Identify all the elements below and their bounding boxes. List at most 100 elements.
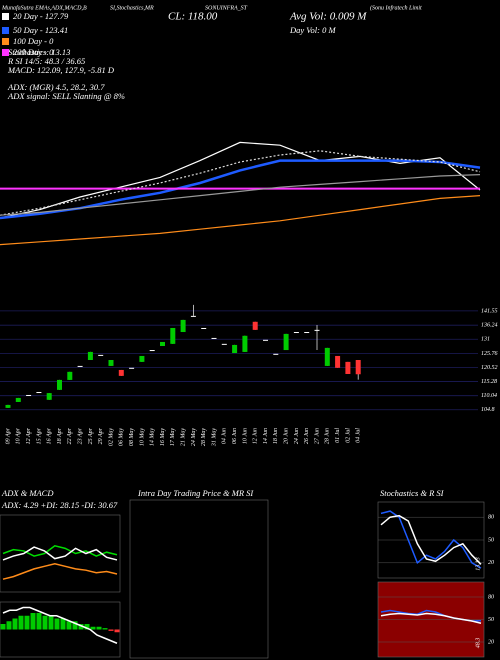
candle-body xyxy=(46,393,52,400)
x-tick-label: 21 May xyxy=(180,428,186,446)
x-tick-label: 04 Jun xyxy=(221,428,228,444)
x-tick-label: 16 Apr xyxy=(47,427,53,444)
x-tick-label: 24 Jun xyxy=(293,428,300,444)
candle-body xyxy=(98,354,104,356)
macd-bar xyxy=(18,615,24,630)
candle-body xyxy=(314,329,320,331)
candle-body xyxy=(273,353,279,355)
candle-body xyxy=(67,371,73,380)
candle-body xyxy=(180,319,186,333)
y-tick-label: 141.55 xyxy=(481,307,498,314)
y-tick-label: 80 xyxy=(488,594,494,600)
panel-title: ADX & MACD xyxy=(1,488,54,498)
y-tick-label: 50 xyxy=(488,617,494,623)
y-tick-label: 20 xyxy=(488,639,494,645)
candle-body xyxy=(160,341,165,347)
candle-body xyxy=(232,344,238,354)
ma-line xyxy=(0,174,481,216)
value-label: 48.3 xyxy=(474,638,481,649)
indicator-line xyxy=(2,562,118,580)
candle-body xyxy=(283,333,289,351)
x-tick-label: 16 May xyxy=(160,428,166,446)
candle-body xyxy=(355,360,361,375)
x-tick-label: 09 Apr xyxy=(5,427,11,444)
x-tick-label: 29 Apr xyxy=(98,427,104,444)
x-tick-label: 12 Apr xyxy=(26,427,32,444)
candle-body xyxy=(252,321,258,330)
macd-bar xyxy=(42,615,48,630)
x-tick-label: 23 Apr xyxy=(77,427,83,444)
candle-body xyxy=(335,355,341,368)
charts: Stochastics: 13.13R SI 14/5: 48.3 / 36.6… xyxy=(0,11,498,659)
legend-entry: 100 Day - 0 xyxy=(13,36,54,46)
legend-entry: 50 Day - 123.41 xyxy=(13,25,68,35)
x-tick-label: 06 Jun xyxy=(232,428,238,444)
x-tick-label: 17 May xyxy=(170,428,176,446)
candle-body xyxy=(324,347,330,366)
candle-body xyxy=(263,339,268,341)
candle-body xyxy=(36,392,42,394)
candle-body xyxy=(293,332,299,334)
y-tick-label: 120.52 xyxy=(481,365,498,371)
candle-body xyxy=(108,360,114,366)
info-line: ADX: (MGR) 4.5, 28.2, 30.7 xyxy=(7,82,105,92)
y-tick-label: 115.28 xyxy=(481,379,497,385)
candle-body xyxy=(57,379,62,390)
ma-line xyxy=(0,150,481,216)
x-tick-label: 31 May xyxy=(211,428,217,447)
info-line: Stochastics: 13.13 xyxy=(8,47,70,57)
y-tick-label: 50 xyxy=(488,537,494,543)
x-tick-label: 01 Jul xyxy=(335,428,341,443)
x-tick-label: 02 May xyxy=(108,428,114,446)
macd-bar xyxy=(6,621,12,630)
y-tick-label: 80 xyxy=(488,515,494,521)
info-line: R SI 14/5: 48.3 / 36.65 xyxy=(7,56,85,66)
avg-vol: Avg Vol: 0.009 M xyxy=(289,11,367,23)
x-tick-label: 10 Jun xyxy=(242,428,248,444)
ma-line xyxy=(0,141,481,219)
legend-entry: 20 Day - 127.79 xyxy=(13,11,69,21)
candle-body xyxy=(129,367,135,369)
candle-body xyxy=(201,327,207,329)
x-tick-label: 18 Apr xyxy=(57,427,63,444)
value-label: 13.13 xyxy=(475,557,481,571)
x-tick-label: 27 Jun xyxy=(314,428,320,444)
y-tick-label: 104.8 xyxy=(481,406,495,413)
macd-bar xyxy=(36,613,42,630)
indicator-line xyxy=(380,514,482,565)
candle-body xyxy=(345,361,351,374)
header-symbol: SONUINFRA_ST xyxy=(205,5,248,11)
x-tick-label: 22 Apr xyxy=(67,427,73,444)
candle-body xyxy=(242,335,248,352)
candle-body xyxy=(211,337,217,339)
x-tick-label: 15 Apr xyxy=(36,427,42,444)
info-line: MACD: 122.09, 127.9, -5.81 D xyxy=(7,65,115,75)
ma-line xyxy=(0,195,481,246)
legend-swatch xyxy=(2,13,9,20)
header-company: (Sonu Infratech Limit xyxy=(370,4,422,11)
macd-bar xyxy=(72,621,78,630)
y-tick-label: 110.04 xyxy=(481,392,497,399)
x-tick-label: 10 May xyxy=(139,428,145,446)
x-tick-label: 14 May xyxy=(149,428,156,446)
indicator-line xyxy=(2,546,118,561)
y-tick-label: 136.24 xyxy=(481,322,498,329)
panel-frame xyxy=(0,601,121,658)
x-tick-label: 28 Jun xyxy=(325,428,331,444)
candle-body xyxy=(304,332,310,334)
macd-bar xyxy=(102,628,108,630)
indicator-line xyxy=(2,544,118,557)
panel-frame xyxy=(0,514,121,593)
x-tick-label: 06 May xyxy=(119,428,125,446)
candle-body xyxy=(26,394,32,396)
indicator-line xyxy=(380,612,482,624)
x-tick-label: 24 May xyxy=(190,428,197,446)
x-tick-label: 20 Jun xyxy=(283,428,289,444)
panel-label: ADX: 4.29 +DI: 28.15 -DI: 30.67 xyxy=(1,500,118,510)
x-tick-label: 08 May xyxy=(129,428,135,446)
macd-bar xyxy=(114,629,120,633)
candle-body xyxy=(170,327,176,344)
candle-body xyxy=(15,397,21,402)
y-tick-label: 125.76 xyxy=(481,351,498,357)
